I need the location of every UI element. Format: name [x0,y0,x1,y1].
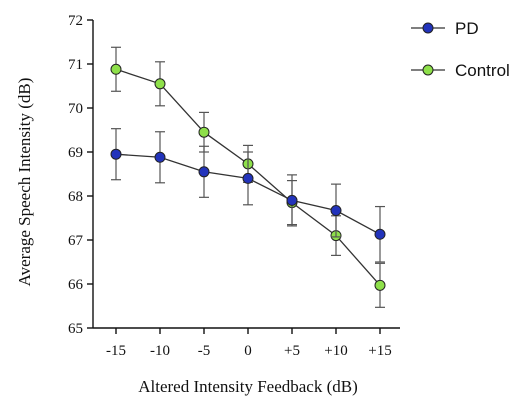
data-point [154,151,166,163]
data-point [374,228,386,240]
y-tick-label: 65 [68,321,83,337]
y-tick-label: 67 [68,233,84,249]
legend-marker [422,22,434,34]
data-point [154,78,166,90]
series-pd [110,128,386,263]
data-point [110,63,122,75]
legend-label: PD [455,19,479,38]
x-tick-label: +5 [284,343,300,359]
legend-marker [422,64,434,76]
y-tick-label: 70 [68,101,83,117]
legend-item-pd: PD [411,19,479,38]
axes [92,20,400,329]
data-point [198,166,210,178]
series-layer [110,46,386,308]
x-axis-label: Altered Intensity Feedback (dB) [138,377,358,396]
x-tick-label: -5 [198,343,211,359]
legend-label: Control [455,61,510,80]
x-tick-label: 0 [244,343,252,359]
legend-item-control: Control [411,61,510,80]
y-tick-label: 66 [68,277,84,293]
x-ticks: -15 -10 -5 0 +5 +10 +15 [106,328,392,359]
data-point [286,194,298,206]
y-tick-label: 71 [68,57,83,73]
x-tick-label: -15 [106,343,126,359]
data-point [330,205,342,217]
x-tick-label: +15 [368,343,391,359]
y-tick-label: 72 [68,13,83,29]
x-tick-label: -10 [150,343,170,359]
y-tick-label: 68 [68,189,83,205]
x-tick-label: +10 [324,343,347,359]
data-point [242,172,254,184]
y-axis-label: Average Speech Intensity (dB) [15,78,34,287]
data-point [110,148,122,160]
y-tick-label: 69 [68,145,83,161]
legend: PD Control [411,19,510,80]
data-point [198,126,210,138]
data-point [374,279,386,291]
y-ticks: 65 66 67 68 69 70 71 72 [68,13,93,337]
